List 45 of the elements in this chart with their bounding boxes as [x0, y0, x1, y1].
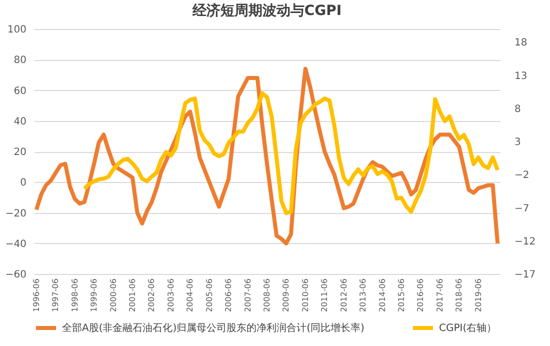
x-tick-label: 2007-06	[243, 278, 252, 312]
x-tick-label: 1996-06	[32, 278, 41, 312]
x-tick-label: 2002-06	[147, 278, 156, 312]
x-tick-label: 1998-06	[70, 278, 80, 312]
x-tick-label: 2006-06	[224, 278, 234, 312]
x-tick-label: 2004-06	[186, 278, 195, 312]
x-tick-label: 2003-06	[166, 278, 176, 312]
y2-tick-label: 3	[514, 137, 521, 148]
line-series	[82, 91, 500, 216]
y-tick-label: 40	[14, 116, 26, 128]
y2-tick-label: −7	[514, 203, 530, 214]
x-tick-label: 2009-06	[282, 278, 291, 312]
x-tick-label: 2010-06	[300, 278, 310, 312]
x-tick-label: 2018-06	[454, 278, 464, 312]
x-tick-label: 2014-06	[378, 278, 387, 312]
y-tick-label: 80	[14, 55, 26, 66]
y-tick-label: 100	[7, 24, 26, 36]
x-tick-label: 2001-06	[128, 278, 137, 312]
y2-tick-label: 8	[514, 104, 521, 115]
legend-label: 全部A股(非金融石油石化)归属母公司股东的净利润合计(同比增长率)	[62, 322, 365, 334]
x-tick-label: 2015-06	[397, 278, 406, 312]
y-tick-label: 0	[20, 178, 26, 189]
x-tick-label: 2000-06	[108, 278, 118, 312]
y-tick-label: −40	[5, 238, 26, 250]
y2-tick-label: 18	[514, 38, 528, 49]
x-tick-label: 2008-06	[262, 278, 272, 312]
x-tick-label: 2012-06	[339, 278, 348, 312]
x-tick-label: 2019-06	[474, 278, 483, 312]
y-tick-label: 60	[14, 86, 26, 97]
y-tick-label: 20	[14, 147, 26, 158]
y2-tick-label: 13	[514, 70, 528, 82]
y2-tick-label: −2	[514, 170, 530, 182]
chart-title: 经济短周期波动与CGPI	[191, 2, 342, 19]
x-tick-label: 2011-06	[320, 278, 330, 312]
y2-tick-label: −12	[514, 236, 536, 248]
y-tick-label: −60	[5, 270, 26, 280]
x-tick-label: 2016-06	[416, 278, 426, 312]
x-tick-label: 2013-06	[358, 278, 368, 312]
x-tick-label: 2005-06	[204, 278, 214, 312]
y2-tick-label: −17	[514, 270, 536, 280]
legend-label: CGPI(右轴）	[439, 322, 497, 334]
x-tick-label: 1997-06	[51, 278, 60, 312]
x-tick-label: 1999-06	[90, 278, 99, 312]
x-tick-label: 2017-06	[435, 278, 444, 312]
y-tick-label: −20	[5, 208, 26, 220]
